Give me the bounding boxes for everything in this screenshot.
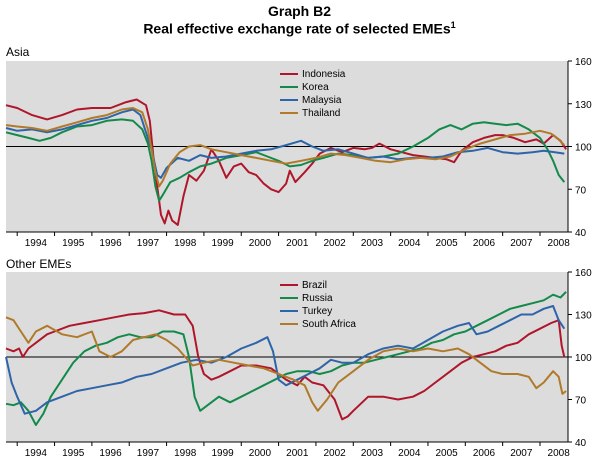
x-tick-label-asia: 2004 [398, 238, 421, 249]
figure-subtitle: Real effective exchange rate of selected… [0, 20, 599, 37]
series-line-turkey [5, 305, 566, 415]
legend-label-malaysia: Malaysia [302, 95, 342, 106]
x-tick-label-asia: 1998 [174, 238, 197, 249]
y-tick-label-other: 100 [575, 353, 592, 364]
x-tick-label-asia: 1999 [211, 238, 234, 249]
x-tick-label-other: 2002 [323, 448, 346, 459]
x-tick-label-asia: 2006 [473, 238, 496, 249]
x-tick-label-other: 1995 [62, 448, 85, 459]
y-tick-label-other: 70 [575, 396, 587, 407]
series-line-indonesia [5, 98, 567, 226]
x-tick-label-other: 2003 [361, 448, 384, 459]
legend-label-russia: Russia [302, 293, 333, 304]
panel-title-other-emes: Other EMEs [6, 257, 72, 271]
x-tick-label-other: 1996 [99, 448, 122, 459]
x-tick-label-asia: 1996 [99, 238, 122, 249]
x-tick-label-other: 1994 [25, 448, 48, 459]
figure-title: Graph B2 [267, 3, 331, 19]
x-tick-label-asia: 1994 [25, 238, 48, 249]
series-line-russia [5, 291, 567, 426]
legend-label-indonesia: Indonesia [302, 69, 346, 80]
subtitle-footnote: 1 [450, 20, 456, 30]
y-tick-label-asia: 160 [575, 57, 592, 68]
x-tick-label-other: 2007 [510, 448, 533, 459]
x-tick-label-asia: 2005 [436, 238, 459, 249]
x-tick-label-other: 2008 [548, 448, 571, 459]
x-tick-label-asia: 2000 [249, 238, 272, 249]
x-tick-label-asia: 1997 [137, 238, 160, 249]
x-tick-label-asia: 2007 [510, 238, 533, 249]
y-tick-label-asia: 70 [575, 185, 587, 196]
series-line-malaysia [5, 108, 565, 179]
x-tick-label-other: 2000 [249, 448, 272, 459]
x-tick-label-asia: 2008 [548, 238, 571, 249]
legend-label-korea: Korea [302, 82, 329, 93]
x-tick-label-other: 1997 [137, 448, 160, 459]
x-tick-label-asia: 2002 [323, 238, 346, 249]
series-line-south-africa [5, 316, 567, 412]
legend-label-south-africa: South Africa [302, 319, 356, 330]
x-tick-label-other: 1998 [174, 448, 197, 459]
panel-title-asia: Asia [6, 45, 30, 59]
x-tick-label-asia: 2001 [286, 238, 309, 249]
x-tick-label-other: 2005 [436, 448, 459, 459]
legend-label-brazil: Brazil [302, 280, 327, 291]
legend-label-thailand: Thailand [302, 108, 340, 119]
x-tick-label-other: 2006 [473, 448, 496, 459]
x-tick-label-asia: 2003 [361, 238, 384, 249]
legend-label-turkey: Turkey [302, 306, 332, 317]
y-tick-label-asia: 40 [575, 228, 587, 239]
x-tick-label-other: 2004 [398, 448, 421, 459]
x-tick-label-other: 1999 [211, 448, 234, 459]
y-tick-label-other: 130 [575, 311, 592, 322]
y-tick-label-asia: 100 [575, 143, 592, 154]
x-tick-label-asia: 1995 [62, 238, 85, 249]
x-tick-label-other: 2001 [286, 448, 309, 459]
y-tick-label-asia: 130 [575, 100, 592, 111]
subtitle-text: Real effective exchange rate of selected… [143, 20, 451, 37]
series-line-korea [5, 118, 566, 202]
y-tick-label-other: 160 [575, 268, 592, 279]
series-line-thailand [5, 107, 566, 188]
y-tick-label-other: 40 [575, 438, 587, 449]
